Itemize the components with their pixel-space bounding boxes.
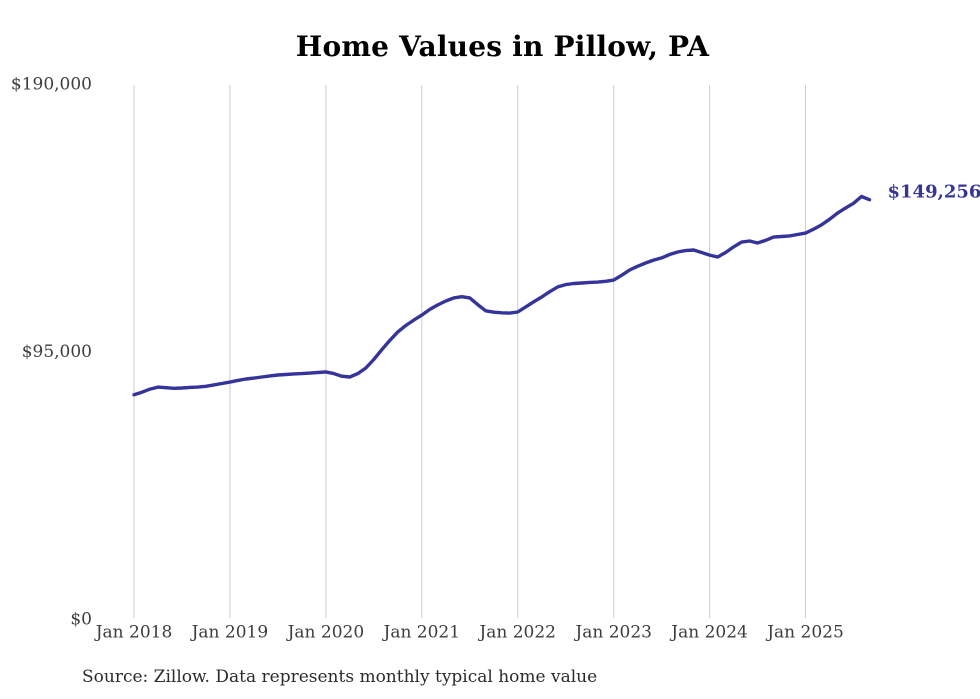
- home-value-line: [132, 194, 872, 397]
- x-tick-label: Jan 2020: [286, 623, 365, 643]
- latest-value-label: $149,256: [888, 182, 980, 203]
- x-tick-label: Jan 2018: [94, 623, 173, 643]
- chart-title: Home Values in Pillow, PA: [295, 30, 710, 63]
- x-tick-label: Jan 2021: [382, 623, 461, 643]
- x-tick-label: Jan 2024: [669, 623, 748, 643]
- x-tick-label: Jan 2023: [573, 623, 652, 643]
- source-note: Source: Zillow. Data represents monthly …: [82, 667, 598, 687]
- x-tick-label: Jan 2019: [190, 623, 269, 643]
- y-tick-label: $0: [70, 610, 92, 630]
- y-tick-label: $190,000: [11, 75, 92, 95]
- y-tick-label: $95,000: [22, 342, 92, 362]
- x-tick-label: Jan 2022: [477, 623, 556, 643]
- x-tick-label: Jan 2025: [765, 623, 844, 643]
